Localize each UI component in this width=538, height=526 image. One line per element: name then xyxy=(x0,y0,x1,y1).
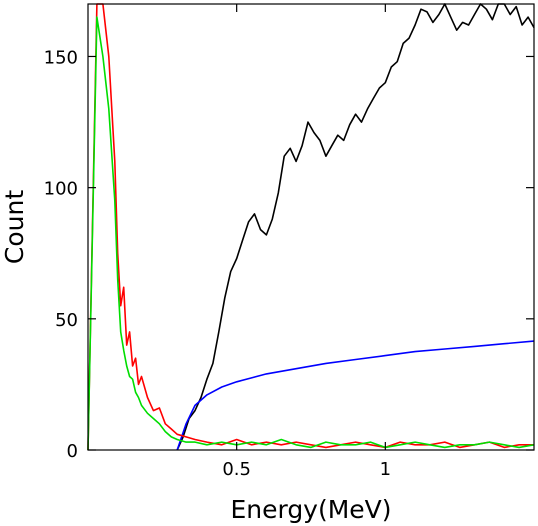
tick-layer: 0.5 1 0 50 100 150 xyxy=(44,4,534,480)
y-axis-title: Count xyxy=(0,190,29,264)
plot-frame xyxy=(87,3,535,451)
series-line-1 xyxy=(176,340,535,451)
series-layer xyxy=(87,3,535,451)
series-line-0 xyxy=(176,3,535,451)
series-line-2 xyxy=(87,3,534,451)
x-axis-title: Energy(MeV) xyxy=(230,495,391,524)
y-tick-label: 100 xyxy=(44,179,78,200)
x-tick-label: 0.5 xyxy=(222,459,251,480)
y-tick-label: 150 xyxy=(44,47,78,68)
y-tick-label: 50 xyxy=(55,310,78,331)
y-tick-label: 0 xyxy=(67,441,78,462)
x-tick-label: 1 xyxy=(380,459,391,480)
series-line-3 xyxy=(87,16,535,451)
